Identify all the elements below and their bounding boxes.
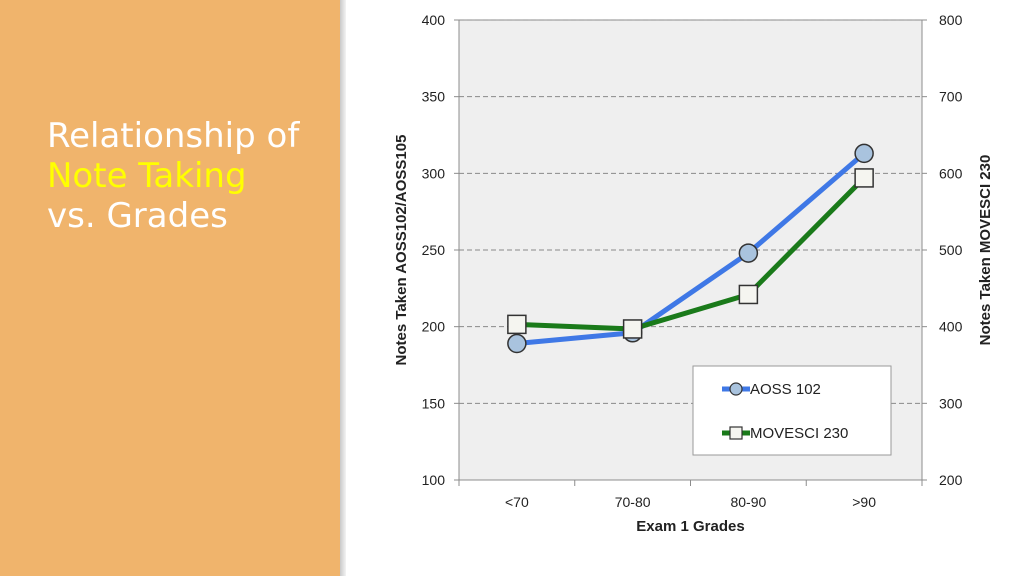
panel-divider	[340, 0, 346, 576]
right-tick-label: 800	[939, 12, 963, 28]
left-tick-label: 350	[422, 89, 446, 105]
right-tick-label: 500	[939, 242, 963, 258]
data-point	[507, 314, 527, 335]
x-axis-title: Exam 1 Grades	[636, 518, 744, 535]
right-tick-label: 700	[939, 89, 963, 105]
slide-title: Relationship of Note Taking vs. Grades	[47, 116, 299, 236]
right-axis-title: Notes Taken MOVESCI 230	[977, 155, 994, 346]
series-markers	[507, 143, 874, 354]
data-point	[854, 168, 874, 188]
left-tick-label: 150	[422, 395, 446, 411]
left-tick-label: 300	[422, 165, 446, 181]
x-tick-label: 80-90	[730, 494, 766, 510]
series-line	[514, 150, 867, 347]
data-point	[738, 243, 759, 263]
legend-aoss-marker	[729, 382, 743, 396]
series-lines	[514, 150, 867, 347]
data-point	[507, 333, 527, 354]
x-tick-label: >90	[852, 494, 876, 510]
legend-movesci-label: MOVESCI 230	[750, 425, 848, 442]
left-axis-ticks: 100 150 200 250 300 350 400	[422, 12, 459, 488]
legend-box	[692, 365, 892, 456]
slide-title-line-3: vs. Grades	[47, 196, 228, 236]
data-point	[622, 319, 643, 339]
right-tick-label: 300	[939, 395, 963, 411]
right-tick-label: 600	[939, 165, 963, 181]
right-tick-label: 400	[939, 319, 963, 335]
legend-movesci-marker	[729, 426, 743, 440]
data-point	[854, 143, 874, 164]
x-tick-label: 70-80	[615, 494, 651, 510]
right-tick-label: 200	[939, 472, 963, 488]
right-axis-ticks: 200 300 400 500 600 700 800	[922, 12, 963, 488]
x-axis-ticks: <70 70-80 80-90 >90	[458, 480, 923, 510]
data-point	[738, 284, 759, 305]
series-line	[514, 175, 867, 332]
left-tick-label: 100	[422, 472, 446, 488]
title-panel	[0, 0, 340, 576]
left-axis-title: Notes Taken AOSS102/AOSS105	[393, 135, 410, 366]
slide-title-highlight: Note Taking	[47, 156, 247, 196]
slide-title-line-1: Relationship of	[47, 116, 300, 156]
left-tick-label: 400	[422, 12, 446, 28]
legend: AOSS 102 MOVESCI 230	[692, 365, 892, 456]
legend-aoss-label: AOSS 102	[750, 381, 821, 398]
x-tick-label: <70	[505, 494, 529, 510]
left-tick-label: 200	[422, 319, 446, 335]
left-tick-label: 250	[422, 242, 446, 258]
